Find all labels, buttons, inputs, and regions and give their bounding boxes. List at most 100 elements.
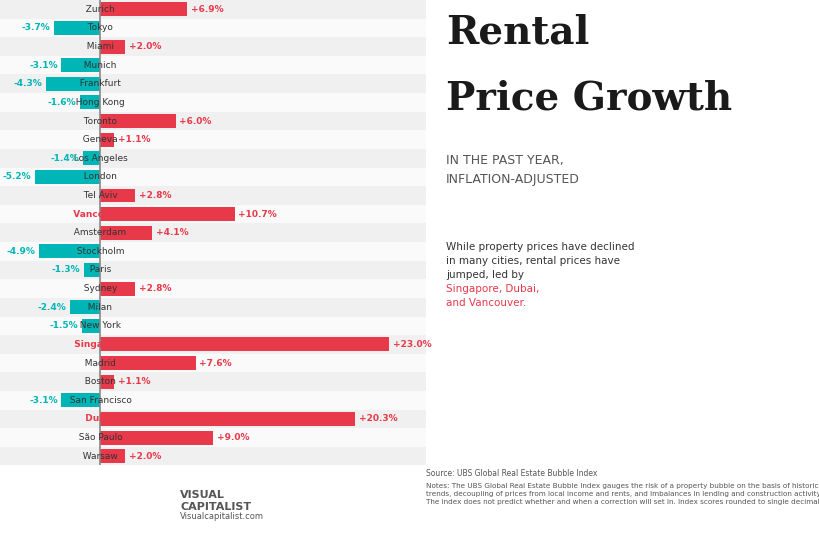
Bar (100, 2, 187, 16)
Text: +6.9%: +6.9% (190, 5, 223, 14)
Bar (0, 391, 819, 410)
Bar (0, 224, 819, 242)
Text: Visualcapitalist.com: Visualcapitalist.com (180, 512, 264, 521)
Text: Paris: Paris (84, 265, 116, 274)
Bar (0, 74, 819, 93)
Bar (0, 447, 819, 465)
Text: Hong Kong: Hong Kong (70, 98, 130, 107)
Bar (0, 93, 819, 112)
Text: Miami: Miami (81, 42, 120, 51)
Text: Source: UBS Global Real Estate Bubble Index: Source: UBS Global Real Estate Bubble In… (426, 469, 597, 478)
Text: While property prices have declined
in many cities, rental prices have
jumped, l: While property prices have declined in m… (446, 242, 634, 280)
Bar (100, 338, 388, 351)
Bar (81, 319, 100, 333)
Text: Milan: Milan (83, 303, 118, 312)
Text: Frankfurt: Frankfurt (74, 79, 126, 88)
Bar (0, 37, 819, 56)
Text: Boston: Boston (79, 377, 121, 386)
Text: Amsterdam: Amsterdam (68, 228, 132, 237)
Bar (83, 151, 100, 165)
Text: Geneva: Geneva (77, 135, 124, 144)
Text: Dubai: Dubai (79, 415, 121, 423)
Text: -1.6%: -1.6% (48, 98, 76, 107)
Text: -3.1%: -3.1% (29, 60, 57, 70)
Bar (0, 335, 819, 354)
Text: VISUAL
CAPITALIST: VISUAL CAPITALIST (180, 490, 251, 512)
Text: +1.1%: +1.1% (118, 377, 150, 386)
Bar (100, 207, 234, 221)
Text: -1.3%: -1.3% (52, 265, 80, 274)
Bar (0, 149, 819, 167)
Text: Tokyo: Tokyo (82, 24, 119, 33)
Text: -3.1%: -3.1% (29, 396, 57, 405)
Text: -3.7%: -3.7% (21, 24, 50, 33)
Bar (0, 167, 819, 186)
Bar (61, 393, 100, 407)
Text: IN THE PAST YEAR,
INFLATION-ADJUSTED: IN THE PAST YEAR, INFLATION-ADJUSTED (446, 154, 579, 186)
Bar (0, 242, 819, 261)
Bar (100, 449, 125, 463)
Text: -5.2%: -5.2% (2, 172, 31, 181)
Bar (0, 279, 819, 298)
Text: +2.8%: +2.8% (139, 284, 171, 293)
Text: -2.4%: -2.4% (38, 303, 66, 312)
Bar (100, 188, 135, 202)
Text: +7.6%: +7.6% (199, 358, 232, 368)
Text: +2.0%: +2.0% (129, 452, 161, 461)
Bar (100, 356, 196, 370)
Bar (35, 170, 100, 184)
Bar (84, 263, 100, 277)
Bar (54, 21, 100, 35)
Text: +1.1%: +1.1% (118, 135, 150, 144)
Bar (70, 300, 100, 314)
Text: +20.3%: +20.3% (358, 415, 397, 423)
Bar (0, 112, 819, 131)
Bar (0, 0, 819, 19)
Bar (100, 226, 152, 240)
Text: +4.1%: +4.1% (156, 228, 188, 237)
Bar (80, 95, 100, 109)
Bar (47, 77, 100, 91)
Text: Stockholm: Stockholm (70, 247, 129, 256)
Bar (0, 19, 819, 37)
Bar (0, 372, 819, 391)
Text: +23.0%: +23.0% (392, 340, 431, 349)
Bar (0, 261, 819, 279)
Bar (100, 412, 355, 426)
Text: Munich: Munich (78, 60, 122, 70)
Text: +2.8%: +2.8% (139, 191, 171, 200)
Bar (0, 56, 819, 74)
Text: -1.4%: -1.4% (50, 154, 79, 163)
Text: +10.7%: +10.7% (238, 210, 277, 219)
Text: Price Growth: Price Growth (446, 79, 731, 117)
Bar (100, 40, 125, 54)
Text: -1.5%: -1.5% (49, 322, 78, 330)
Bar (0, 410, 819, 428)
Bar (0, 298, 819, 317)
Text: -4.9%: -4.9% (7, 247, 35, 256)
Text: New York: New York (74, 322, 127, 330)
Text: Tel Aviv: Tel Aviv (78, 191, 123, 200)
Bar (0, 205, 819, 224)
Bar (61, 58, 100, 72)
Bar (38, 244, 100, 258)
Text: Vancouver: Vancouver (67, 210, 133, 219)
Text: Notes: The UBS Global Real Estate Bubble Index gauges the risk of a property bub: Notes: The UBS Global Real Estate Bubble… (426, 483, 819, 505)
Bar (100, 133, 114, 147)
Text: Warsaw: Warsaw (77, 452, 124, 461)
Bar (100, 374, 114, 388)
Bar (100, 114, 175, 128)
Text: Singapore: Singapore (68, 340, 133, 349)
Text: -4.3%: -4.3% (14, 79, 43, 88)
Bar (100, 281, 135, 295)
Text: London: London (78, 172, 123, 181)
Text: Los Angeles: Los Angeles (67, 154, 133, 163)
Text: Madrid: Madrid (79, 358, 121, 368)
Bar (0, 186, 819, 205)
Bar (0, 354, 819, 372)
Bar (0, 428, 819, 447)
Text: +9.0%: +9.0% (217, 433, 249, 442)
Text: +2.0%: +2.0% (129, 42, 161, 51)
Bar (0, 317, 819, 335)
Text: Toronto: Toronto (78, 117, 123, 126)
